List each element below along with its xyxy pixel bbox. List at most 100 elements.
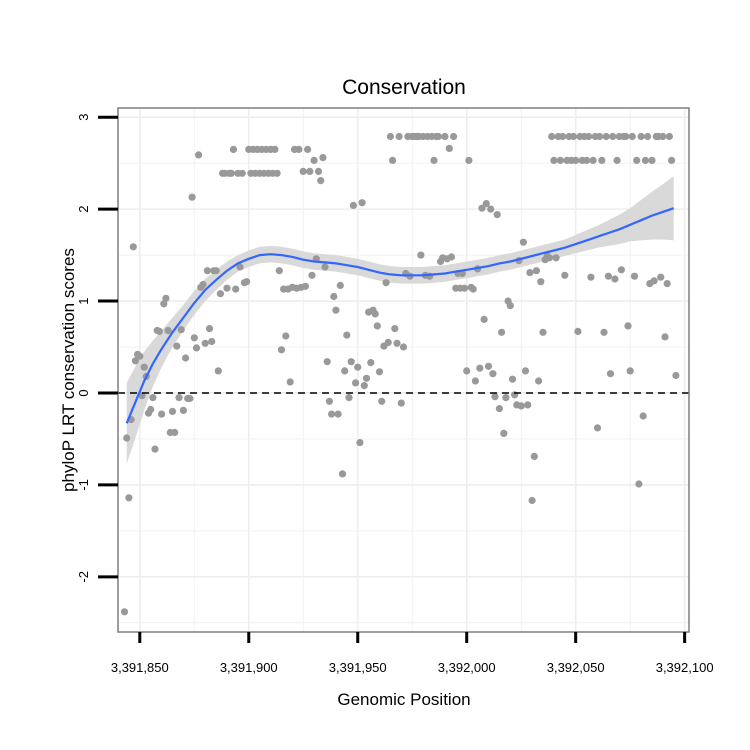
data-point — [182, 354, 190, 362]
y-tick-label: 2 — [76, 205, 91, 212]
data-point — [604, 272, 613, 280]
data-point — [434, 132, 442, 141]
data-point — [478, 204, 486, 212]
data-point — [199, 280, 207, 289]
data-point — [389, 156, 397, 164]
data-point — [295, 145, 303, 153]
data-point — [384, 338, 392, 346]
data-point — [657, 273, 665, 281]
data-point — [232, 285, 240, 293]
data-point — [498, 328, 506, 336]
data-point — [195, 151, 203, 159]
data-point — [336, 281, 344, 289]
data-point — [469, 285, 477, 293]
data-point — [441, 132, 449, 141]
data-point — [465, 156, 473, 164]
data-point — [349, 201, 357, 209]
data-point — [624, 322, 632, 330]
x-tick-label: 3,391,950 — [329, 660, 387, 675]
data-point — [321, 263, 329, 271]
data-point — [480, 315, 488, 323]
data-point — [639, 412, 647, 420]
data-point — [587, 273, 595, 281]
data-point — [559, 132, 567, 141]
data-point — [397, 399, 405, 407]
data-point — [190, 334, 198, 342]
data-point — [227, 169, 235, 177]
data-point — [661, 333, 669, 341]
data-point — [319, 154, 327, 162]
data-point — [637, 132, 645, 141]
data-point — [286, 378, 294, 386]
y-tick-label: -2 — [76, 571, 91, 583]
data-point — [519, 238, 528, 246]
data-point — [205, 325, 214, 333]
data-point — [589, 156, 597, 164]
data-point — [192, 344, 201, 352]
data-point — [500, 429, 508, 437]
data-point — [155, 327, 163, 335]
data-point — [314, 167, 323, 175]
chart-title: Conservation — [342, 76, 466, 99]
data-point — [532, 267, 541, 275]
data-point — [358, 199, 366, 207]
x-tick-label: 3,391,850 — [111, 660, 169, 675]
data-point — [243, 278, 251, 286]
data-point — [659, 132, 667, 141]
data-point — [186, 394, 194, 403]
data-point — [330, 292, 338, 301]
data-point — [375, 368, 384, 376]
data-point — [635, 480, 643, 488]
data-point — [502, 394, 510, 402]
data-point — [484, 362, 493, 370]
data-point — [214, 367, 222, 375]
data-point — [229, 145, 238, 153]
data-point — [125, 494, 133, 502]
y-tick-label: 1 — [76, 297, 91, 304]
data-point — [641, 156, 650, 164]
data-point — [613, 156, 621, 164]
smooth-fit-line — [125, 207, 675, 424]
data-point — [325, 397, 333, 405]
data-point — [356, 439, 364, 447]
data-point — [149, 394, 157, 402]
x-axis-label: Genomic Position — [337, 690, 470, 709]
data-point — [463, 367, 471, 375]
y-tick-label: -1 — [76, 479, 91, 491]
data-point — [308, 271, 316, 279]
data-point — [147, 405, 155, 414]
data-point — [328, 410, 336, 418]
data-point — [524, 401, 532, 409]
data-point — [395, 132, 403, 141]
data-point — [188, 193, 196, 201]
data-point — [338, 470, 347, 478]
data-point — [123, 434, 131, 442]
data-point — [360, 382, 368, 390]
data-point — [506, 302, 514, 310]
x-tick-label: 3,391,900 — [220, 660, 278, 675]
data-point — [644, 132, 652, 141]
data-point — [622, 132, 630, 141]
data-point — [164, 326, 172, 335]
data-point — [561, 271, 569, 279]
data-point — [602, 132, 610, 141]
data-point — [138, 392, 146, 400]
x-axis-ticks: 3,391,850 3,391,900 3,391,950 3,392,000 3,39… — [111, 632, 714, 675]
data-point — [136, 352, 144, 360]
data-point — [626, 367, 634, 375]
data-point — [665, 132, 674, 141]
data-point — [160, 300, 168, 308]
y-axis-label: phyloP LRT conservation scores — [59, 248, 78, 492]
data-point — [201, 339, 209, 347]
data-point — [301, 282, 309, 290]
data-point — [445, 144, 453, 152]
data-point — [175, 394, 183, 402]
data-point — [171, 428, 179, 437]
data-point — [386, 132, 394, 141]
y-tick-label: 0 — [76, 389, 91, 396]
plot-frame — [117, 107, 690, 633]
data-point — [628, 132, 636, 141]
data-point — [236, 263, 244, 271]
